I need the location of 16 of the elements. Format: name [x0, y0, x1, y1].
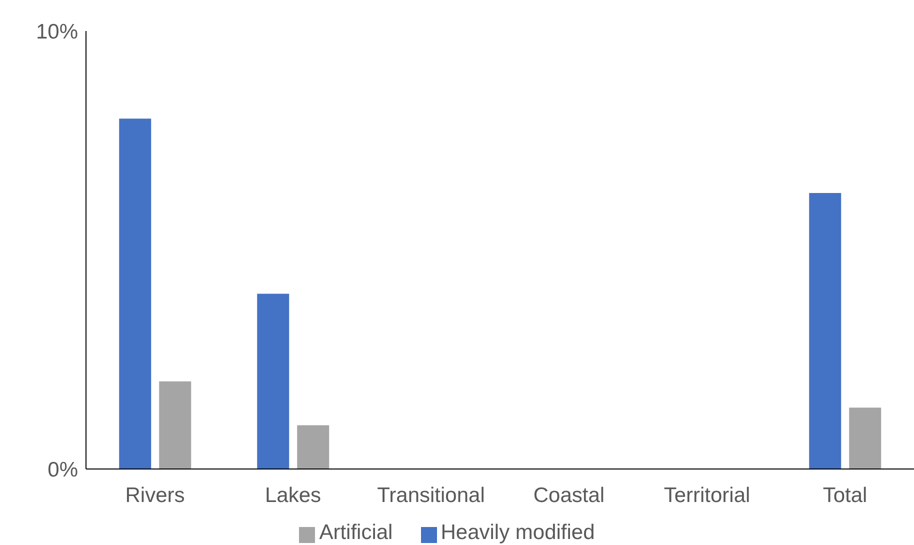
bar — [257, 294, 290, 469]
legend-label: Heavily modified — [440, 521, 595, 544]
bar — [297, 425, 330, 469]
bar — [159, 381, 192, 469]
x-tick-label: Rivers — [125, 484, 185, 507]
x-tick-label: Total — [822, 484, 868, 507]
legend-label: Artificial — [319, 521, 393, 544]
y-tick-label: 0% — [48, 458, 78, 482]
bar — [119, 118, 152, 469]
x-tick-label: Coastal — [533, 484, 605, 507]
y-tick-label: 10% — [36, 20, 78, 44]
bar — [849, 408, 882, 469]
x-tick-label: Lakes — [264, 484, 322, 507]
x-tick-label: Territorial — [664, 484, 750, 507]
bar — [809, 193, 842, 469]
x-tick-label: Transitional — [377, 484, 485, 507]
